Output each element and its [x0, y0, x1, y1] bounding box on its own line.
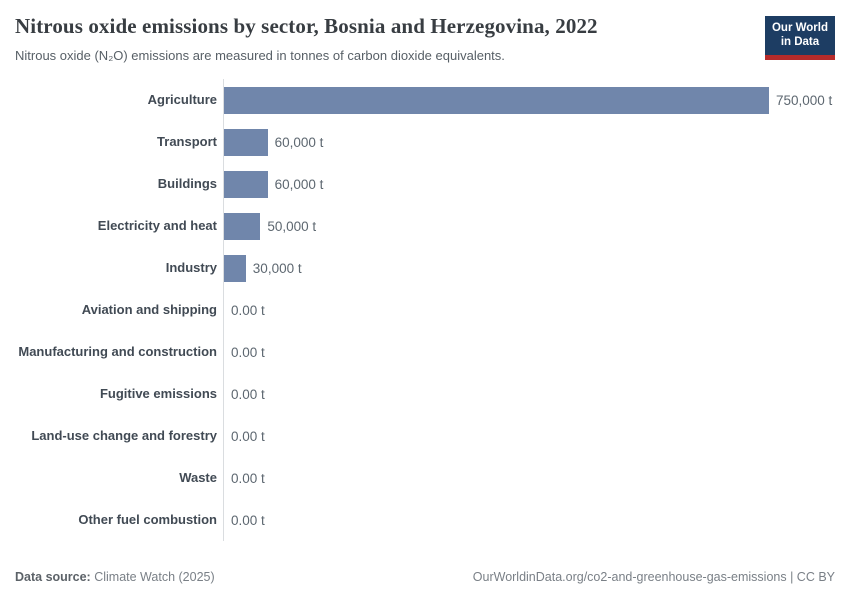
value-label: 750,000 t [776, 92, 833, 108]
category-label: Waste [179, 470, 217, 486]
category-label: Manufacturing and construction [18, 344, 217, 360]
chart-row: Transport 60,000 t [15, 121, 835, 164]
chart-row: Other fuel combustion 0.00 t [15, 499, 835, 542]
bar-track: 0.00 t [223, 373, 835, 416]
data-source[interactable]: Data source: Climate Watch (2025) [15, 570, 215, 584]
owid-logo[interactable]: Our World in Data [764, 16, 835, 60]
value-label: 0.00 t [231, 470, 265, 486]
chart-subtitle: Nitrous oxide (N₂O) emissions are measur… [15, 48, 505, 64]
category-label: Other fuel combustion [78, 512, 217, 528]
title-block: Nitrous oxide emissions by sector, Bosni… [15, 14, 598, 63]
value-label: 0.00 t [231, 344, 265, 360]
bar-track: 0.00 t [223, 331, 835, 374]
data-source-label: Data source: [15, 570, 91, 584]
chart-row: Buildings 60,000 t [15, 163, 835, 206]
value-label: 60,000 t [274, 134, 324, 150]
category-label: Industry [165, 260, 217, 276]
bar-track: 0.00 t [223, 457, 835, 500]
bar-track: 0.00 t [223, 415, 835, 458]
bar[interactable] [224, 170, 268, 198]
value-label: 0.00 t [231, 512, 265, 528]
bar-track: 30,000 t [223, 247, 835, 290]
bar-chart: Agriculture 750,000 t Transport 60,000 t Bui… [0, 79, 850, 542]
category-label: Buildings [157, 176, 217, 192]
category-label: Electricity and heat [97, 218, 217, 234]
header: Nitrous oxide emissions by sector, Bosni… [0, 0, 850, 63]
chart-row: Electricity and heat 50,000 t [15, 205, 835, 248]
footer: Data source: Climate Watch (2025) OurWor… [0, 570, 850, 600]
bar-track: 0.00 t [223, 289, 835, 332]
chart-row: Waste 0.00 t [15, 457, 835, 500]
data-source-value: Climate Watch (2025) [94, 570, 215, 584]
category-label: Fugitive emissions [99, 386, 217, 402]
value-label: 50,000 t [267, 218, 317, 234]
bar[interactable] [224, 128, 268, 156]
value-label: 30,000 t [252, 260, 302, 276]
chart-row: Land-use change and forestry 0.00 t [15, 415, 835, 458]
value-label: 0.00 t [231, 386, 265, 402]
chart-row: Aviation and shipping 0.00 t [15, 289, 835, 332]
value-label: 0.00 t [231, 428, 265, 444]
bar-track: 0.00 t [223, 499, 835, 542]
citation-link[interactable]: OurWorldinData.org/co2-and-greenhouse-ga… [472, 570, 835, 584]
bar-track: 60,000 t [223, 163, 835, 206]
chart-title: Nitrous oxide emissions by sector, Bosni… [15, 14, 598, 38]
bar[interactable] [224, 254, 246, 282]
bar-track: 60,000 t [223, 121, 835, 164]
category-label: Land-use change and forestry [31, 428, 217, 444]
chart-row: Agriculture 750,000 t [15, 79, 835, 122]
bar[interactable] [224, 86, 769, 114]
chart-row: Fugitive emissions 0.00 t [15, 373, 835, 416]
category-label: Agriculture [147, 92, 217, 108]
category-label: Transport [157, 134, 217, 150]
chart-row: Industry 30,000 t [15, 247, 835, 290]
bar-track: 50,000 t [223, 205, 835, 248]
value-label: 0.00 t [231, 302, 265, 318]
chart-row: Manufacturing and construction 0.00 t [15, 331, 835, 374]
bar[interactable] [224, 212, 261, 240]
value-label: 60,000 t [274, 176, 324, 192]
category-label: Aviation and shipping [81, 302, 217, 318]
bar-track: 750,000 t [223, 79, 835, 122]
